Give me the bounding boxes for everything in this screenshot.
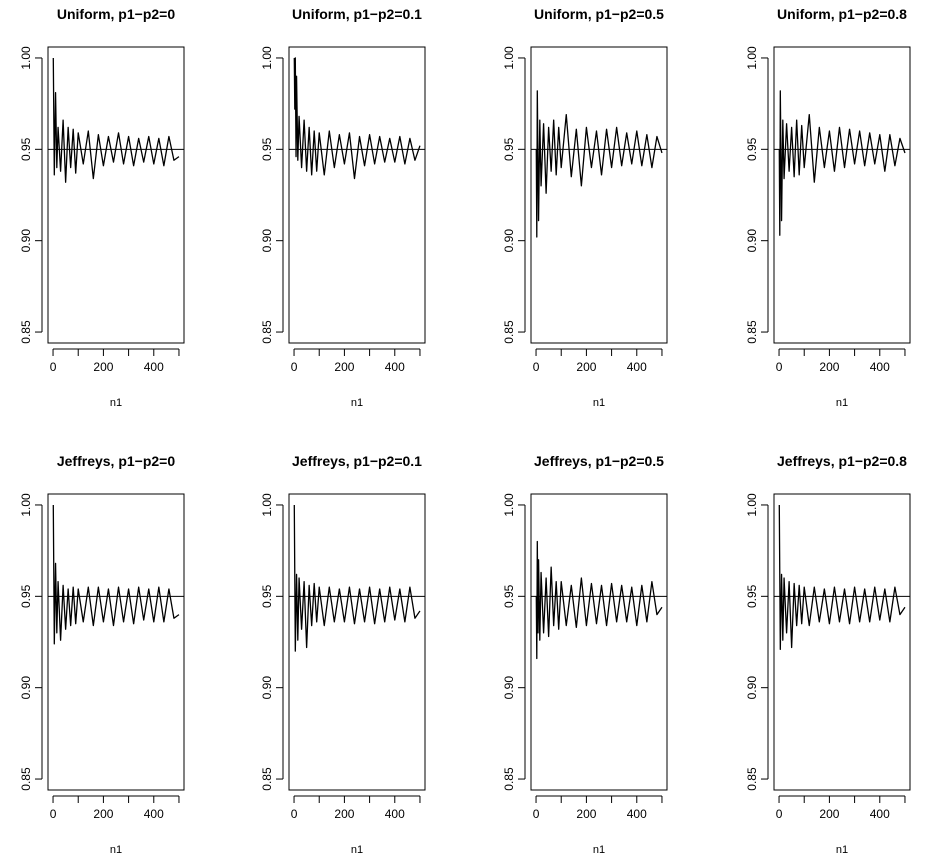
panel-3: Uniform, p1−p2=0.5 0 200 400 n1 0.85 0.90 0.95 1…	[502, 6, 668, 409]
y-tick-label: 1.00	[19, 493, 33, 517]
x-axis-label: n1	[351, 397, 363, 409]
x-tick-label: 400	[385, 807, 405, 821]
plot-frame	[773, 493, 911, 791]
panel-title: Uniform, p1−p2=0	[57, 6, 175, 22]
y-tick-label: 0.95	[260, 137, 274, 161]
x-tick-label: 200	[93, 360, 113, 374]
series-line	[52, 504, 180, 645]
x-tick-label: 200	[576, 807, 596, 821]
plot-frame	[773, 46, 911, 344]
y-tick-label: 1.00	[745, 493, 759, 517]
series-line	[293, 504, 421, 652]
panel-1: Uniform, p1−p2=0 0 200 400 n1 0.85 0.90 0.95 1.0…	[19, 6, 185, 409]
x-tick-label: 200	[334, 807, 354, 821]
y-tick-label: 0.85	[260, 767, 274, 791]
y-tick-label: 0.90	[260, 676, 274, 700]
y-tick-label: 0.85	[19, 767, 33, 791]
x-tick-label: 0	[291, 360, 298, 374]
y-tick-label: 0.85	[19, 320, 33, 344]
x-tick-label: 0	[533, 807, 540, 821]
series-line	[778, 90, 906, 236]
y-tick-label: 1.00	[260, 46, 274, 70]
panel-4: Uniform, p1−p2=0.8 0 200 400 n1 0.85 0.90 0.95 1…	[745, 6, 911, 409]
x-tick-label: 400	[627, 360, 647, 374]
y-tick-label: 1.00	[745, 46, 759, 70]
x-tick-label: 0	[291, 807, 298, 821]
x-tick-label: 400	[385, 360, 405, 374]
series-line	[293, 57, 421, 180]
plot-frame	[530, 46, 668, 344]
y-tick-label: 0.95	[745, 584, 759, 608]
x-tick-label: 200	[93, 807, 113, 821]
panel-title: Uniform, p1−p2=0.5	[534, 6, 664, 22]
y-tick-label: 0.85	[745, 767, 759, 791]
plot-frame	[288, 46, 426, 344]
x-axis-label: n1	[836, 844, 848, 856]
x-axis-label: n1	[836, 397, 848, 409]
panel-7: Jeffreys, p1−p2=0.5 0 200 400 n1 0.85 0.90 0.95…	[502, 453, 668, 856]
y-tick-label: 0.95	[745, 137, 759, 161]
x-tick-label: 200	[819, 360, 839, 374]
y-tick-label: 0.85	[502, 320, 516, 344]
panel-title: Jeffreys, p1−p2=0.8	[777, 453, 907, 469]
y-tick-label: 0.85	[745, 320, 759, 344]
x-tick-label: 0	[50, 807, 57, 821]
panel-8: Jeffreys, p1−p2=0.8 0 200 400 n1 0.85 0.90 0.95…	[745, 453, 911, 856]
x-tick-label: 400	[627, 807, 647, 821]
y-tick-label: 0.90	[745, 229, 759, 253]
y-tick-label: 0.85	[260, 320, 274, 344]
y-tick-label: 1.00	[260, 493, 274, 517]
x-tick-label: 200	[576, 360, 596, 374]
y-tick-label: 0.85	[502, 767, 516, 791]
y-tick-label: 0.95	[502, 137, 516, 161]
x-tick-label: 0	[776, 360, 783, 374]
y-tick-label: 0.90	[502, 676, 516, 700]
panel-title: Jeffreys, p1−p2=0	[57, 453, 176, 469]
x-tick-label: 400	[144, 360, 164, 374]
panel-title: Uniform, p1−p2=0.8	[777, 6, 907, 22]
panel-title: Uniform, p1−p2=0.1	[292, 6, 422, 22]
x-tick-label: 400	[870, 807, 890, 821]
y-tick-label: 1.00	[19, 46, 33, 70]
x-tick-label: 0	[50, 360, 57, 374]
series-line	[535, 90, 663, 238]
y-tick-label: 0.95	[502, 584, 516, 608]
y-tick-label: 0.95	[19, 584, 33, 608]
x-axis-label: n1	[110, 844, 122, 856]
y-tick-label: 0.95	[260, 584, 274, 608]
y-tick-label: 1.00	[502, 493, 516, 517]
series-line	[778, 504, 906, 650]
panel-title: Jeffreys, p1−p2=0.1	[292, 453, 422, 469]
y-tick-label: 0.90	[745, 676, 759, 700]
series-line	[535, 540, 663, 660]
y-tick-label: 1.00	[502, 46, 516, 70]
plot-frame	[47, 46, 185, 344]
x-tick-label: 0	[533, 360, 540, 374]
plot-frame	[288, 493, 426, 791]
y-tick-label: 0.95	[19, 137, 33, 161]
series-line	[52, 57, 180, 183]
y-tick-label: 0.90	[502, 229, 516, 253]
y-tick-label: 0.90	[19, 676, 33, 700]
x-tick-label: 200	[334, 360, 354, 374]
panel-2: Uniform, p1−p2=0.1 0 200 400 n1 0.85 0.90 0.95 1…	[260, 6, 426, 409]
x-tick-label: 0	[776, 807, 783, 821]
x-tick-label: 400	[144, 807, 164, 821]
x-tick-label: 200	[819, 807, 839, 821]
x-axis-label: n1	[593, 844, 605, 856]
panel-5: Jeffreys, p1−p2=0 0 200 400 n1 0.85 0.90 0.95 1.…	[19, 453, 185, 856]
x-axis-label: n1	[593, 397, 605, 409]
x-axis-label: n1	[351, 844, 363, 856]
panel-title: Jeffreys, p1−p2=0.5	[534, 453, 664, 469]
y-tick-label: 0.90	[19, 229, 33, 253]
plot-frame	[530, 493, 668, 791]
y-tick-label: 0.90	[260, 229, 274, 253]
panel-6: Jeffreys, p1−p2=0.1 0 200 400 n1 0.85 0.90 0.95…	[260, 453, 426, 856]
x-axis-label: n1	[110, 397, 122, 409]
x-tick-label: 400	[870, 360, 890, 374]
plot-frame	[47, 493, 185, 791]
